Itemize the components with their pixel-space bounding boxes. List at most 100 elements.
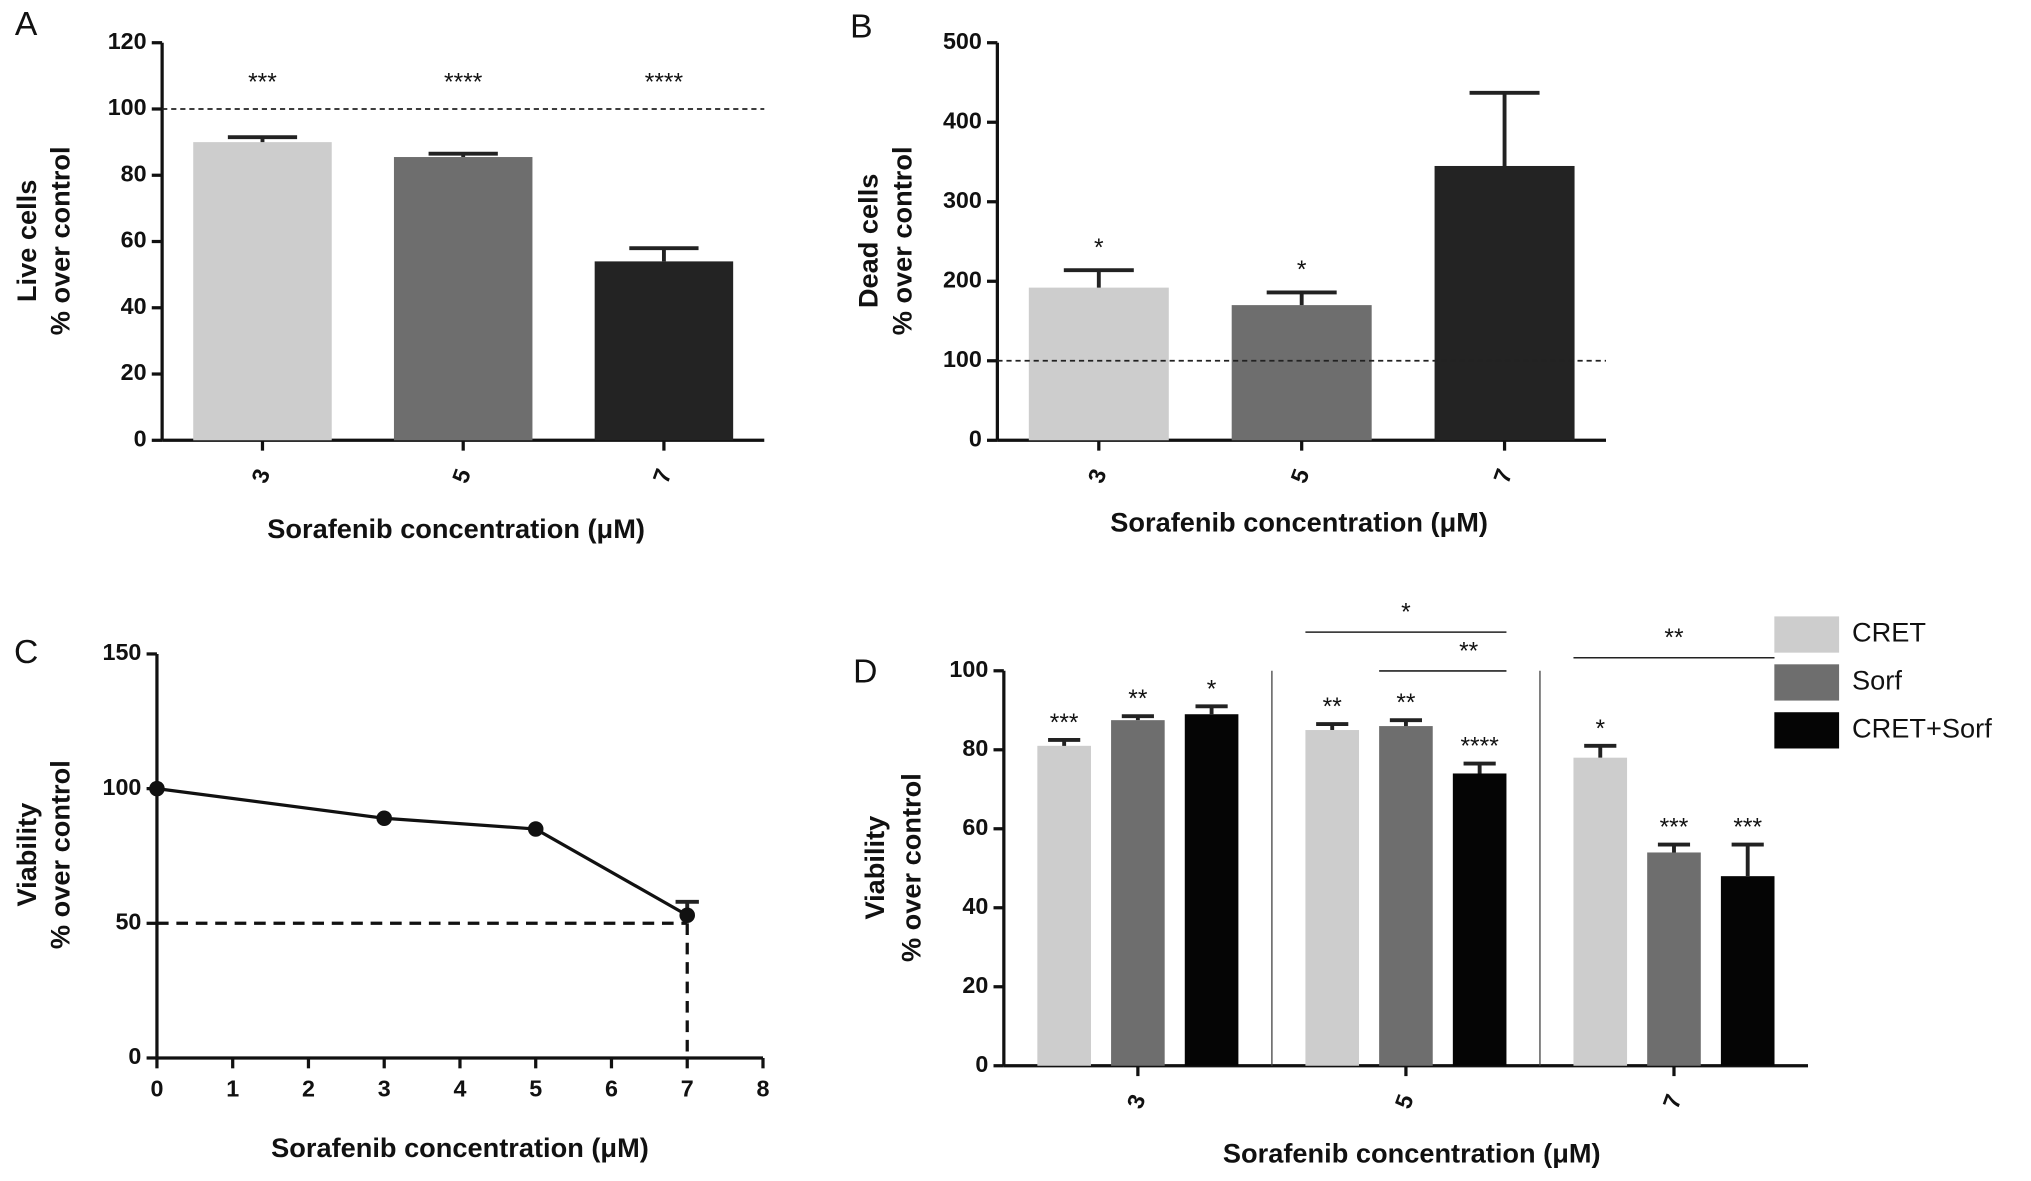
error-bar <box>1266 290 1337 306</box>
y-tick-label: 120 <box>108 28 147 54</box>
y-tick-label: 60 <box>962 814 988 840</box>
x-tick-label: 7 <box>681 1076 694 1102</box>
y-tick-label: 0 <box>975 1051 988 1077</box>
error-bar <box>1584 743 1617 758</box>
significance-label: *** <box>1050 710 1079 737</box>
comparison-label: * <box>1401 599 1411 626</box>
x-axis-label: Sorafenib concentration (μM) <box>1223 1137 1601 1168</box>
legend-label: CRET <box>1852 617 1926 648</box>
bar <box>1379 726 1433 1066</box>
y-tick-label: 20 <box>962 972 988 998</box>
y-axis-label: Live cells <box>11 180 42 302</box>
y-tick-label: 20 <box>121 359 147 385</box>
y-tick-label: 60 <box>121 227 147 253</box>
x-tick-label: 3 <box>1122 1091 1151 1112</box>
y-axis-label: % over control <box>45 146 76 335</box>
error-bar <box>1048 737 1081 746</box>
x-tick-label: 5 <box>529 1076 542 1102</box>
bar <box>1305 730 1360 1066</box>
y-tick-label: 100 <box>949 656 988 682</box>
bar <box>1434 165 1575 441</box>
y-tick-label: 500 <box>943 28 982 54</box>
panel-label: C <box>14 634 38 671</box>
point <box>679 907 695 923</box>
error-bar <box>227 135 298 143</box>
significance-label: **** <box>1460 734 1499 761</box>
significance-label: *** <box>248 70 277 97</box>
y-tick-label: 0 <box>128 1043 141 1069</box>
legend-swatch <box>1774 712 1840 749</box>
y-tick-label: 300 <box>943 187 982 213</box>
y-tick-label: 100 <box>108 94 147 120</box>
point <box>527 821 544 837</box>
x-tick-label: 7 <box>648 465 677 486</box>
error-bar <box>1389 718 1423 727</box>
bar <box>193 142 332 441</box>
error-bar <box>1195 704 1228 715</box>
x-tick-label: 5 <box>447 465 476 486</box>
error-bar <box>1657 842 1691 853</box>
significance-label: ** <box>1396 690 1416 717</box>
x-tick-label: 5 <box>1286 465 1315 486</box>
point <box>376 810 392 827</box>
y-tick-label: 100 <box>943 346 982 372</box>
bar <box>1184 714 1239 1066</box>
y-tick-label: 0 <box>969 425 982 451</box>
significance-label: * <box>1595 716 1605 743</box>
error-bar <box>1731 842 1764 877</box>
x-tick-label: 2 <box>302 1076 315 1102</box>
y-tick-label: 80 <box>121 160 147 186</box>
legend-swatch <box>1774 664 1840 701</box>
y-axis-label: % over control <box>886 146 917 335</box>
y-axis-label: Viability <box>11 803 42 907</box>
y-axis-label: Dead cells <box>853 174 884 309</box>
significance-label: * <box>1297 257 1307 284</box>
x-axis-label: Sorafenib concentration (μM) <box>271 1132 649 1163</box>
error-bar <box>1121 714 1154 721</box>
x-tick-label: 7 <box>1658 1091 1687 1112</box>
significance-label: **** <box>444 70 483 97</box>
legend-label: CRET+Sorf <box>1852 713 1992 744</box>
significance-label: ** <box>1323 694 1343 721</box>
x-tick-label: 1 <box>226 1076 239 1102</box>
line <box>156 787 689 917</box>
bar <box>1037 745 1091 1066</box>
error-bar <box>629 246 699 262</box>
y-tick-label: 80 <box>962 735 988 761</box>
legend-label: Sorf <box>1852 665 1902 696</box>
error-bar <box>1063 268 1134 288</box>
x-axis-label: Sorafenib concentration (μM) <box>267 513 645 544</box>
x-tick-label: 0 <box>150 1076 163 1102</box>
x-tick-label: 3 <box>1083 465 1112 486</box>
bar <box>594 261 734 441</box>
bar <box>1111 720 1165 1066</box>
x-tick-label: 5 <box>1390 1091 1419 1112</box>
y-tick-label: 100 <box>103 774 142 800</box>
panel-label: D <box>853 653 877 690</box>
significance-label: ** <box>1128 686 1148 713</box>
x-tick-label: 8 <box>756 1076 769 1102</box>
bar <box>1647 852 1701 1066</box>
y-tick-label: 400 <box>943 107 982 133</box>
comparison-label: ** <box>1459 638 1479 665</box>
y-axis-label: % over control <box>895 773 926 962</box>
y-tick-label: 40 <box>121 293 147 319</box>
y-tick-label: 200 <box>943 266 982 292</box>
x-axis-label: Sorafenib concentration (μM) <box>1110 507 1488 538</box>
significance-label: *** <box>1660 815 1689 842</box>
bar <box>1573 757 1628 1066</box>
significance-label: *** <box>1733 815 1762 842</box>
x-tick-label: 3 <box>246 465 275 486</box>
legend-swatch <box>1774 616 1840 653</box>
bar <box>1231 305 1372 441</box>
y-axis-label: Viability <box>859 816 890 920</box>
significance-label: **** <box>645 70 684 97</box>
x-tick-label: 6 <box>605 1076 618 1102</box>
comparison-label: ** <box>1664 625 1684 652</box>
x-tick-label: 3 <box>378 1076 391 1102</box>
bar <box>393 157 533 441</box>
point <box>149 780 165 797</box>
significance-label: * <box>1207 676 1217 703</box>
